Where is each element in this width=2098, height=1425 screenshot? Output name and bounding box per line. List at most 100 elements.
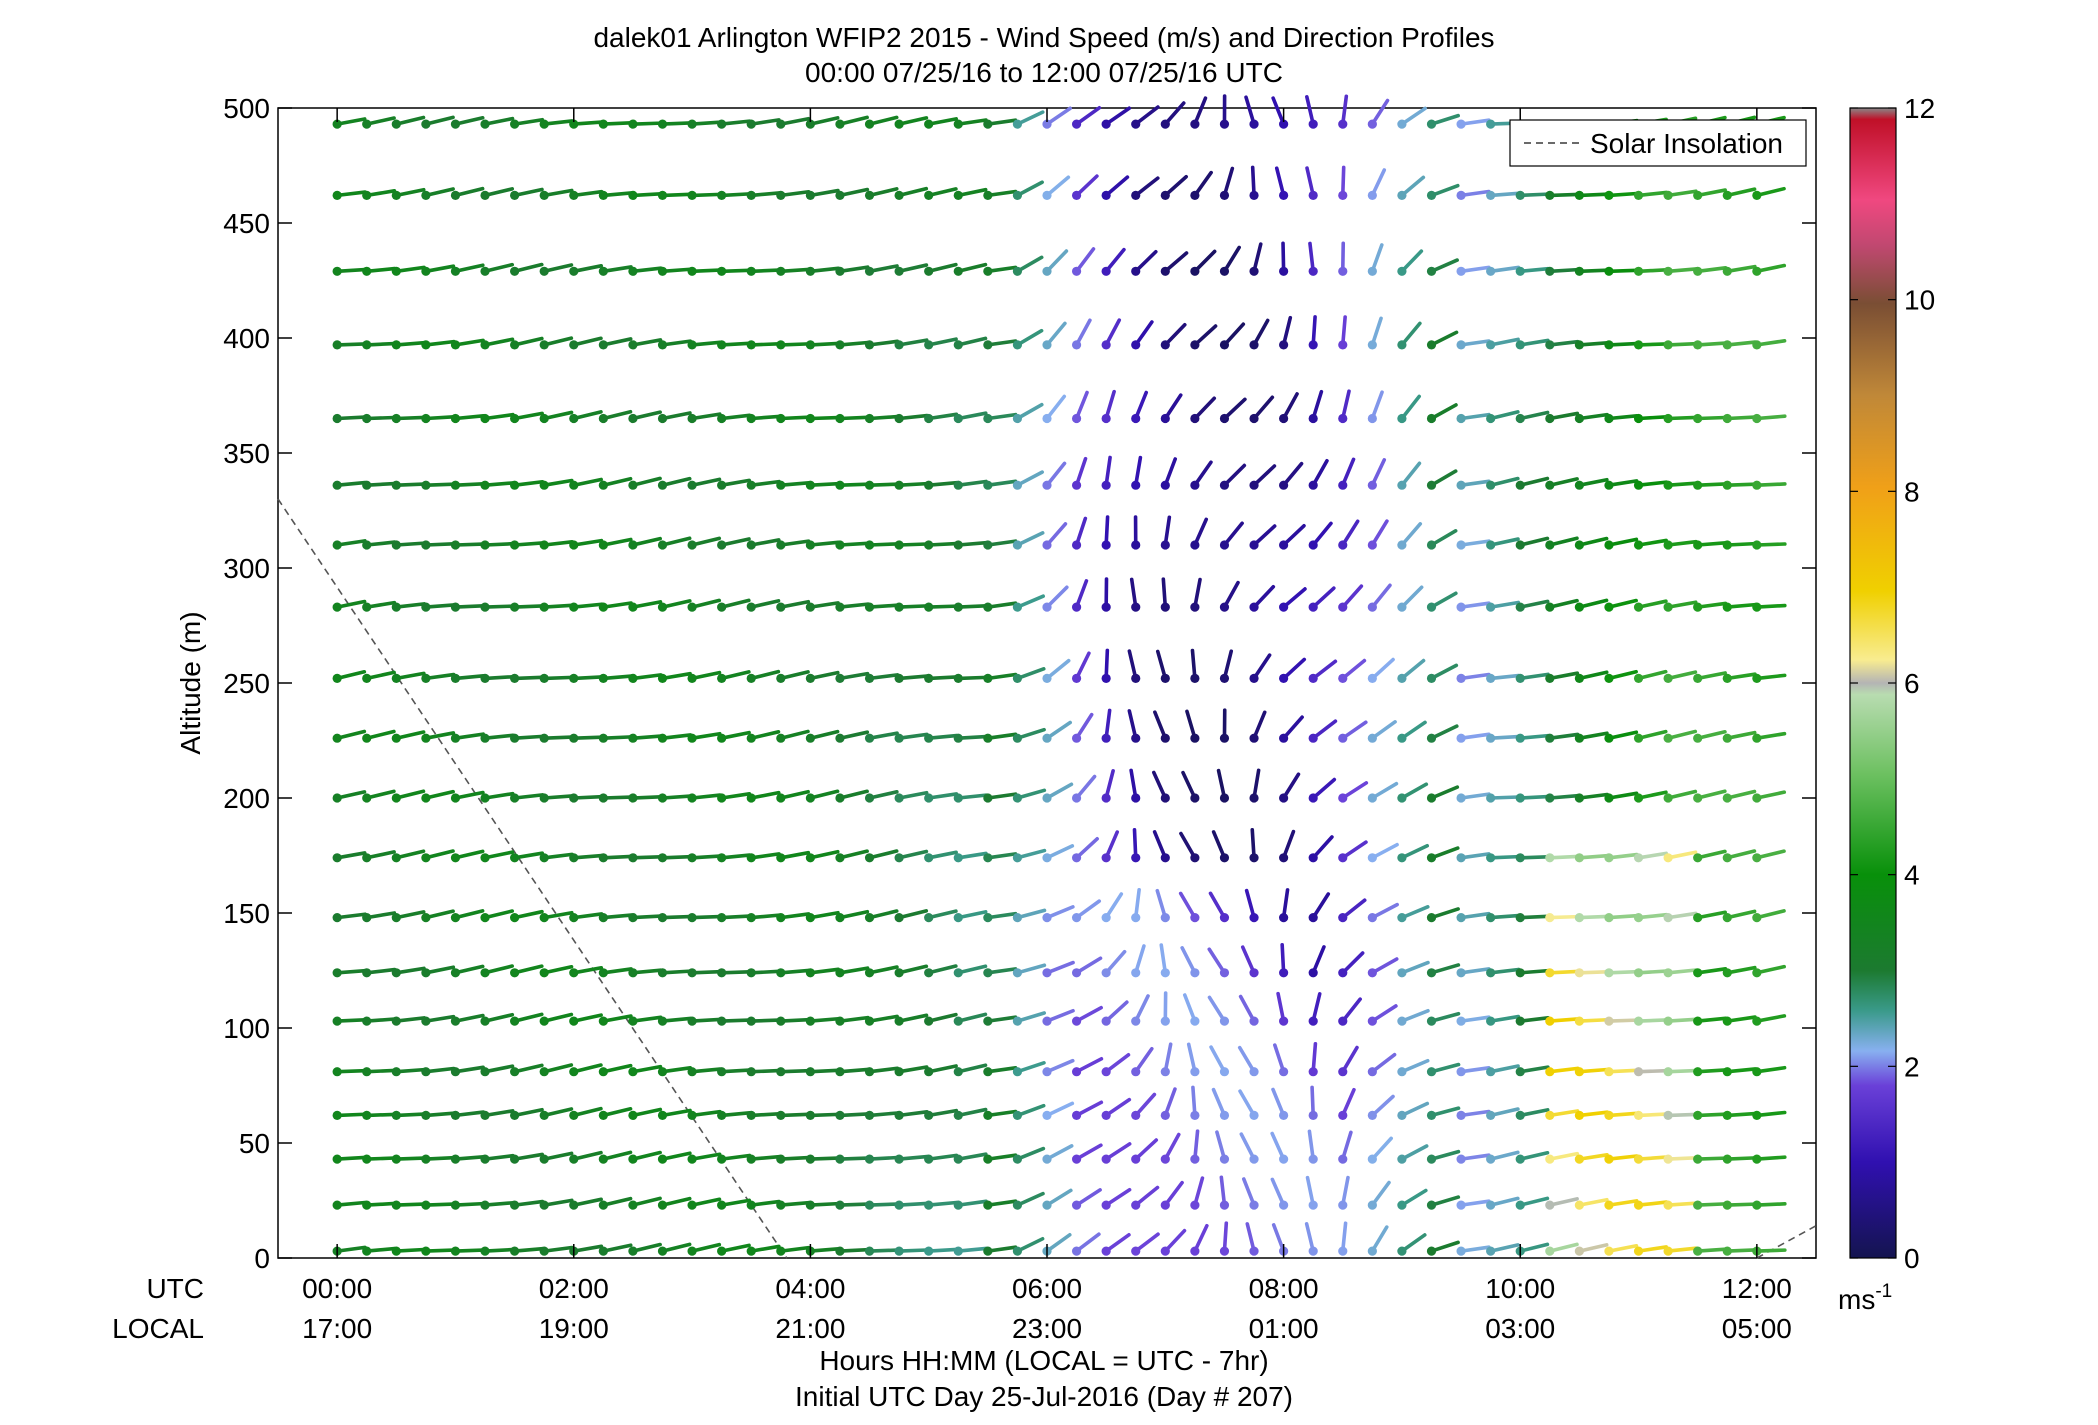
wind-barb [924, 187, 958, 200]
wind-barb-stick [1133, 320, 1154, 347]
wind-barb-dot [1219, 266, 1230, 276]
wind-barb-dot [953, 793, 963, 803]
wind-barb [332, 340, 367, 350]
wind-barb-stick [483, 541, 515, 547]
wind-barb-dot [1338, 1154, 1348, 1164]
wind-barb-dot [1367, 480, 1377, 490]
wind-barb-stick [986, 539, 1018, 547]
wind-barb-stick [1636, 415, 1669, 421]
wind-barb-stick [571, 1244, 604, 1253]
wind-barb [776, 670, 810, 684]
wind-barb-stick [1276, 991, 1286, 1023]
wind-barb [539, 410, 574, 424]
wind-barb-dot [1012, 793, 1023, 803]
wind-barb-dot [1633, 190, 1644, 200]
wind-barb-dot [894, 413, 904, 424]
wind-barb-stick [1725, 1248, 1758, 1253]
wind-barb-stick [1370, 720, 1397, 741]
wind-barb-stick [1459, 1109, 1491, 1118]
wind-barb-stick [779, 850, 811, 860]
wind-barb-dot [1249, 480, 1259, 490]
wind-barb-stick [631, 600, 663, 609]
wind-barb [1012, 1146, 1046, 1164]
wind-barb [1633, 1200, 1669, 1210]
wind-barb-dot [362, 266, 372, 276]
wind-barb-stick [867, 1111, 900, 1118]
wind-barb-dot [657, 853, 668, 863]
wind-barb [687, 913, 722, 923]
wind-barb-dot [1042, 266, 1052, 276]
wind-barb-dot [1367, 853, 1377, 863]
wind-barb [953, 411, 988, 424]
wind-barb [1663, 480, 1698, 490]
wind-barb [1338, 1045, 1359, 1077]
wind-barb-dot [1456, 413, 1466, 424]
wind-barb-dot [1131, 266, 1141, 276]
wind-barb [1249, 165, 1259, 200]
wind-barb [1367, 720, 1397, 743]
wind-barb-dot [805, 733, 815, 743]
wind-barb-stick [1577, 1067, 1610, 1074]
wind-barb-stick [1311, 892, 1331, 920]
wind-barb-dot [924, 119, 934, 129]
wind-barb-stick [1577, 1017, 1610, 1023]
wind-barb [1190, 1129, 1200, 1164]
wind-barb [1245, 1222, 1259, 1256]
wind-barb-stick [542, 188, 574, 198]
wind-barb [1456, 1015, 1491, 1026]
wind-barb-dot [983, 190, 993, 200]
wind-barb [1101, 1052, 1131, 1077]
wind-barb [1101, 247, 1126, 276]
wind-barb [835, 671, 870, 684]
wind-barb [657, 671, 692, 684]
wind-barb-stick [956, 910, 988, 920]
wind-barb-dot [1574, 413, 1584, 424]
wind-barb-stick [394, 1202, 427, 1207]
wind-barb-dot [362, 480, 372, 490]
wind-barb [539, 1245, 574, 1256]
wind-barb [628, 1196, 662, 1210]
wind-barb-stick [1636, 912, 1669, 920]
wind-barb [953, 1063, 988, 1077]
wind-barb-stick [897, 413, 929, 421]
wind-barb-dot [1101, 1154, 1111, 1164]
wind-barb-stick [1695, 188, 1727, 198]
wind-barb-dot [894, 1246, 904, 1256]
wind-barb [1663, 600, 1698, 612]
wind-barb [1604, 537, 1639, 550]
wind-barb-dot [687, 1154, 697, 1164]
wind-barb-stick [1133, 1092, 1157, 1118]
wind-barb-stick [571, 1197, 603, 1207]
wind-barb [1219, 580, 1240, 612]
wind-barb [628, 1107, 663, 1120]
wind-barb [717, 266, 752, 276]
wind-barb [598, 1014, 633, 1026]
wind-barb [1129, 768, 1141, 803]
wind-barb-dot [1397, 1154, 1407, 1164]
wind-barb-dot [1574, 673, 1584, 684]
wind-barb-stick [601, 1063, 633, 1074]
wind-barb-stick [1280, 943, 1286, 975]
wind-barb-dot [1574, 733, 1584, 743]
x-tick-label-local: 01:00 [1249, 1313, 1319, 1344]
wind-barb [1304, 1222, 1318, 1256]
wind-barb-stick [542, 1063, 574, 1074]
wind-barb-dot [1574, 853, 1584, 863]
wind-barb-dot [1042, 413, 1052, 424]
wind-barb-dot [1367, 340, 1377, 350]
wind-barb [1722, 1200, 1758, 1210]
wind-barb [1367, 902, 1399, 923]
wind-barb-dot [1486, 1154, 1496, 1164]
wind-barb-stick [1281, 772, 1301, 800]
wind-barb-stick [1155, 649, 1168, 681]
wind-barb-stick [335, 342, 367, 347]
wind-barb [1722, 1110, 1758, 1120]
wind-barb-dot [1397, 1067, 1407, 1077]
wind-barb-dot [894, 733, 904, 743]
wind-barb-stick [1695, 729, 1727, 741]
wind-barb-dot [1219, 1067, 1230, 1077]
wind-barb [1042, 1058, 1075, 1077]
wind-barb [1367, 957, 1399, 978]
wind-barb [805, 967, 840, 978]
wind-barb-stick [1725, 1202, 1758, 1207]
